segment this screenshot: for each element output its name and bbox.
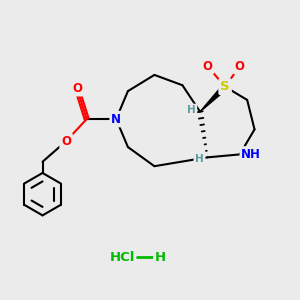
Text: S: S	[220, 80, 230, 93]
Polygon shape	[200, 85, 227, 112]
Text: H: H	[195, 154, 204, 164]
Text: O: O	[235, 60, 245, 73]
Text: HCl: HCl	[110, 251, 135, 264]
Text: O: O	[61, 135, 71, 148]
Text: N: N	[111, 112, 121, 126]
Text: O: O	[202, 60, 212, 73]
Text: H: H	[187, 105, 196, 115]
Text: O: O	[73, 82, 83, 95]
Text: H: H	[154, 251, 166, 264]
Text: NH: NH	[241, 148, 261, 161]
